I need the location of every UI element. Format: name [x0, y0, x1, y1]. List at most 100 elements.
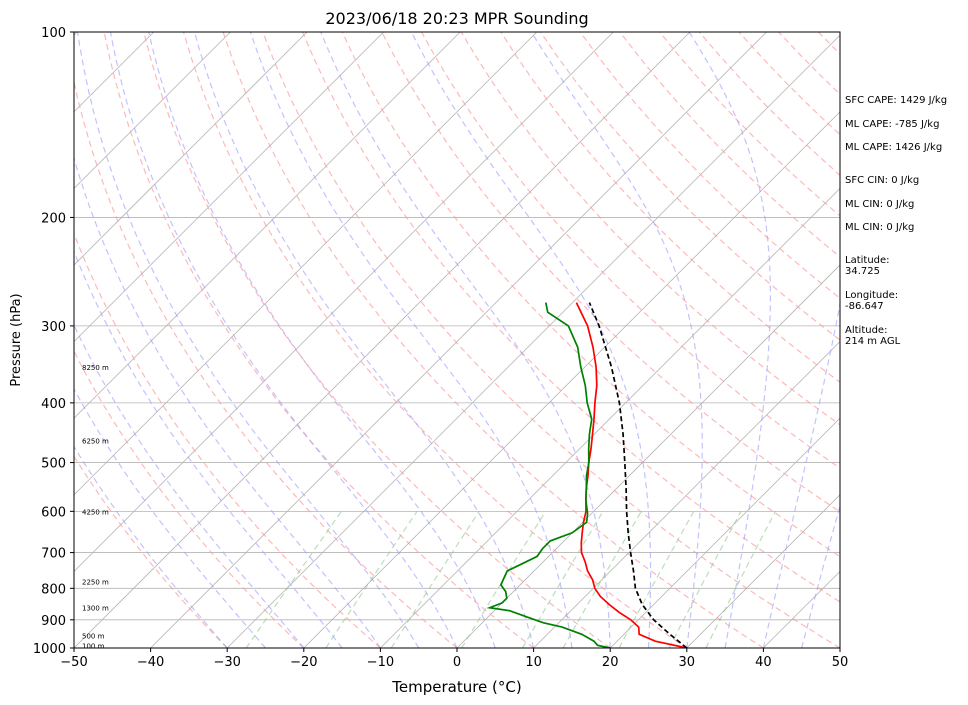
isotherm-line	[456, 264, 840, 648]
altitude-value: 214 m AGL	[845, 336, 901, 347]
longitude-label: Longitude:	[845, 290, 899, 301]
mixing-ratio-line	[390, 510, 480, 648]
mixing-ratio-line	[521, 510, 604, 648]
ml-cape-text-2: ML CAPE: 1426 J/kg	[845, 142, 943, 153]
dry-adiabat-line	[74, 231, 381, 648]
isotherm-line	[380, 187, 840, 648]
moist-adiabat-line	[249, 32, 573, 648]
chart-title: 2023/06/18 20:23 MPR Sounding	[325, 9, 588, 28]
height-label: 1300 m	[82, 605, 109, 613]
moist-adiabat-line	[762, 300, 840, 648]
axes: −50 −40 −30 −20 −10 0 10 20 30 40 50 1000 900 800 700 6…	[33, 26, 848, 670]
dry-adiabat-line	[143, 32, 611, 648]
y-tick-label: 400	[41, 397, 66, 412]
moist-adiabat-line	[74, 445, 228, 648]
mixing-ratio-line	[245, 510, 342, 648]
series-line	[486, 302, 611, 648]
moist-adiabat-line	[148, 32, 496, 648]
moist-adiabat-line	[74, 156, 381, 648]
sfc-cin-text: SFC CIN: 0 J/kg	[845, 175, 920, 186]
x-tick-label: −30	[213, 655, 240, 670]
altitude-label: Altitude:	[845, 325, 888, 336]
moist-adiabat-line	[801, 504, 840, 648]
isotherm-line	[74, 32, 231, 189]
height-label: 2250 m	[82, 579, 109, 587]
x-tick-label: 30	[679, 655, 696, 670]
y-tick-label: 200	[41, 211, 66, 226]
x-tick-label: 50	[832, 655, 849, 670]
x-tick-label: −10	[367, 655, 394, 670]
mixing-ratio-line	[562, 510, 642, 648]
mixing-ratio-line	[461, 510, 547, 648]
moist-adiabat-line	[410, 32, 652, 648]
y-tick-label: 1000	[33, 642, 66, 657]
y-tick-label: 100	[41, 26, 66, 41]
mixing-ratio-line	[668, 511, 742, 648]
height-label: 6250 m	[82, 437, 109, 445]
longitude-value: -86.647	[845, 301, 884, 312]
dry-adiabat-line	[103, 32, 534, 648]
background-lines	[0, 32, 840, 648]
moist-adiabat-line	[320, 32, 611, 648]
y-tick-label: 700	[41, 547, 66, 562]
latitude-label: Latitude:	[845, 255, 890, 266]
y-tick-label: 900	[41, 614, 66, 629]
dry-adiabat-line	[74, 455, 228, 648]
isotherm-line	[74, 32, 614, 572]
isotherm-line	[74, 32, 384, 343]
dry-adiabat-line	[74, 79, 458, 648]
plot-frame	[73, 31, 841, 649]
height-label: 500 m	[82, 633, 105, 641]
dry-adiabat-line	[222, 32, 764, 648]
moist-adiabat-line	[76, 32, 420, 648]
isotherm-line	[303, 111, 840, 648]
x-tick-label: 0	[453, 655, 461, 670]
series-line	[588, 302, 688, 648]
x-tick-label: −50	[60, 655, 87, 670]
dry-adiabat-line	[182, 32, 688, 648]
dry-adiabat-line	[74, 350, 305, 648]
isotherm-line	[74, 32, 538, 496]
x-tick-label: 40	[755, 655, 772, 670]
height-label: 100 m	[82, 642, 105, 650]
latitude-value: 34.725	[845, 266, 880, 277]
isotherm-line	[609, 417, 840, 648]
isotherm-line	[74, 32, 308, 266]
isotherm-line	[74, 32, 461, 419]
y-tick-label: 300	[41, 320, 66, 335]
x-tick-label: −40	[137, 655, 164, 670]
mixing-ratio-line	[705, 511, 777, 648]
x-tick-label: 20	[602, 655, 619, 670]
isotherm-line	[0, 32, 1, 648]
moist-adiabat-line	[109, 32, 458, 648]
isotherm-line	[150, 32, 767, 648]
dry-adiabat-line	[579, 32, 840, 300]
isotherm-line	[686, 494, 840, 648]
mixing-ratio-line	[618, 511, 695, 648]
y-tick-label: 600	[41, 505, 66, 520]
moist-adiabat-line	[193, 32, 535, 648]
x-tick-label: 10	[525, 655, 542, 670]
ml-cin-text-2: ML CIN: 0 J/kg	[845, 222, 915, 233]
x-axis-label: Temperature (°C)	[391, 678, 521, 696]
ml-cape-text-1: ML CAPE: -785 J/kg	[845, 119, 940, 130]
y-tick-label: 500	[41, 457, 66, 472]
isotherm-line	[533, 341, 840, 648]
moist-adiabat-line	[530, 32, 703, 648]
series-line	[575, 302, 687, 648]
moist-adiabat-line	[74, 249, 343, 648]
dry-adiabat-line	[262, 32, 840, 648]
height-label: 8250 m	[82, 364, 109, 372]
isotherm-line	[74, 32, 691, 648]
mixing-ratio-line	[325, 510, 418, 648]
moist-adiabat-line	[688, 32, 771, 648]
y-tick-label: 800	[41, 582, 66, 597]
x-tick-label: −20	[290, 655, 317, 670]
height-label: 4250 m	[82, 508, 109, 516]
isotherm-line	[226, 34, 840, 648]
ml-cin-text-1: ML CIN: 0 J/kg	[845, 199, 915, 210]
sfc-cape-text: SFC CAPE: 1429 J/kg	[845, 95, 948, 106]
y-axis-label: Pressure (hPa)	[9, 293, 24, 386]
